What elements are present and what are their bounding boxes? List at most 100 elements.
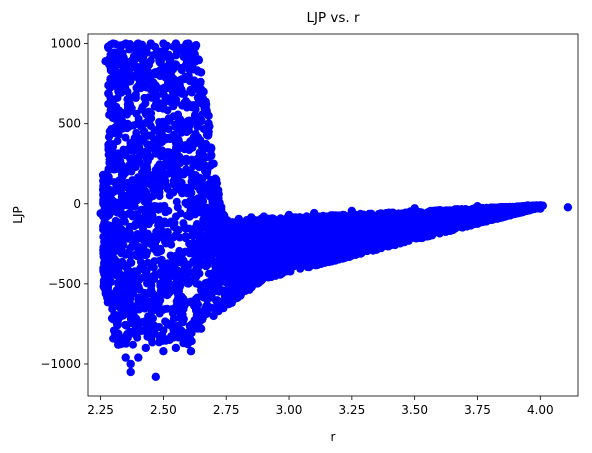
data-point [139, 297, 148, 306]
data-point [155, 290, 164, 299]
data-point [115, 303, 124, 312]
data-point [196, 200, 205, 209]
data-point [130, 184, 139, 193]
data-point [123, 234, 132, 243]
data-point [219, 241, 228, 249]
data-point [271, 245, 280, 254]
data-point [189, 162, 198, 171]
data-point [295, 233, 304, 242]
data-point [129, 310, 138, 319]
data-point [156, 244, 165, 253]
data-point [182, 157, 191, 166]
data-point [243, 222, 252, 231]
data-point [188, 143, 197, 152]
data-point [195, 162, 204, 171]
data-point [132, 210, 141, 219]
data-point [180, 269, 189, 278]
data-point [100, 232, 109, 241]
data-point [99, 182, 108, 191]
data-point [129, 340, 137, 349]
data-point [317, 260, 325, 268]
data-point [196, 136, 205, 145]
data-point [121, 133, 130, 142]
data-point [183, 183, 192, 192]
data-point [177, 296, 185, 305]
data-point [331, 224, 339, 233]
data-point [190, 114, 199, 122]
data-point [147, 142, 156, 151]
data-point [140, 66, 149, 75]
data-point [107, 125, 115, 134]
data-point [398, 226, 407, 235]
data-point [195, 269, 204, 278]
data-point [150, 102, 159, 111]
data-point [291, 213, 300, 222]
data-point [176, 76, 184, 85]
data-point [138, 192, 147, 201]
data-point [190, 76, 199, 85]
data-point [164, 125, 173, 134]
data-point [242, 240, 251, 249]
data-point [130, 133, 139, 142]
data-point [178, 189, 187, 198]
data-point [160, 152, 169, 161]
data-point [197, 192, 206, 201]
data-point [163, 304, 172, 313]
data-point [145, 75, 154, 83]
data-point [189, 133, 198, 142]
data-point [159, 326, 168, 335]
data-point [211, 262, 220, 271]
data-point [176, 115, 185, 124]
data-point [198, 248, 207, 257]
data-point [172, 176, 181, 185]
data-point [121, 183, 130, 192]
data-point [123, 104, 132, 112]
data-point [119, 311, 128, 320]
data-point [104, 188, 112, 197]
data-point [110, 55, 119, 64]
data-point [125, 222, 134, 231]
data-point [142, 154, 151, 163]
data-point [147, 272, 156, 281]
data-point [179, 124, 188, 133]
data-point [206, 211, 215, 220]
data-point [133, 176, 142, 185]
data-point [143, 229, 152, 238]
data-point [201, 211, 210, 220]
data-point [325, 257, 334, 266]
data-point [100, 264, 109, 273]
data-point [163, 266, 172, 275]
data-point [123, 299, 132, 308]
data-point [116, 188, 125, 197]
data-point [139, 243, 148, 252]
data-point [132, 83, 141, 92]
data-point [210, 222, 219, 231]
data-point [141, 249, 150, 258]
data-point [195, 173, 204, 182]
data-point [132, 329, 141, 338]
data-point [172, 197, 181, 206]
data-point [277, 250, 285, 259]
data-point [175, 246, 184, 255]
data-point [191, 231, 200, 240]
data-point [175, 282, 184, 291]
data-point [165, 191, 174, 200]
data-point [161, 208, 170, 217]
data-point [148, 338, 157, 347]
data-point [123, 110, 131, 119]
data-point [157, 138, 166, 147]
data-point [199, 151, 208, 159]
data-point [142, 207, 151, 216]
data-point [113, 93, 122, 102]
data-point [172, 212, 180, 221]
data-point [158, 146, 166, 155]
data-point [114, 86, 123, 95]
data-point [123, 95, 132, 104]
data-point [110, 247, 119, 256]
data-point [185, 212, 194, 221]
data-point [399, 234, 408, 243]
data-point [183, 279, 192, 288]
data-point [122, 336, 131, 345]
data-point [166, 54, 175, 63]
data-point [186, 196, 195, 205]
